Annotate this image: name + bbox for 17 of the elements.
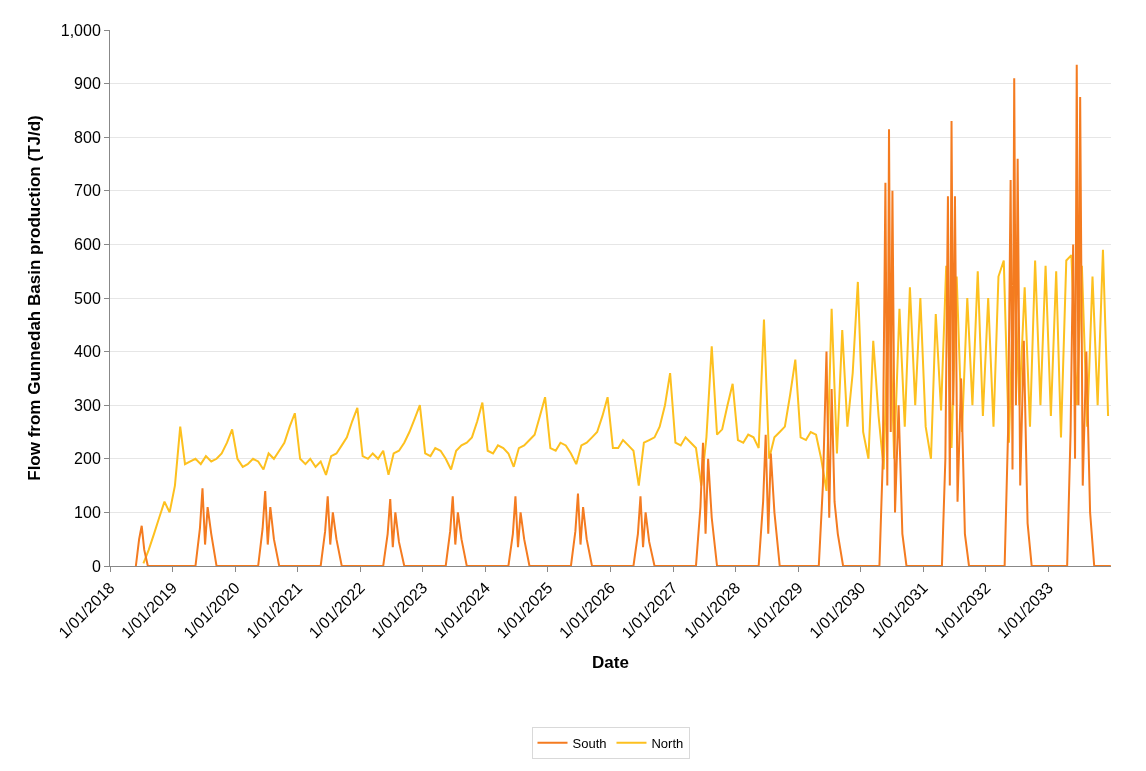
x-axis-title: Date [592,652,629,672]
y-tick-label: 0 [91,557,101,575]
y-tick-label: 600 [74,236,101,253]
line-series [134,63,1111,566]
y-tick-label: 100 [74,504,101,521]
y-tick-label: 500 [74,289,101,307]
legend-label: South [572,735,607,751]
y-tick-label: 800 [74,128,101,146]
line-series [142,248,1110,565]
y-tick-label: 900 [74,75,101,93]
y-tick-label: 400 [74,343,101,361]
legend-label: North [651,735,684,751]
y-tick-label: 700 [74,182,101,200]
y-axis-title: Flow from Gunnedah Basin production (TJ/d) [25,115,45,481]
y-tick-label: 200 [74,450,101,468]
y-tick-label: 300 [74,396,101,414]
y-tick-label: 1,000 [60,21,101,39]
